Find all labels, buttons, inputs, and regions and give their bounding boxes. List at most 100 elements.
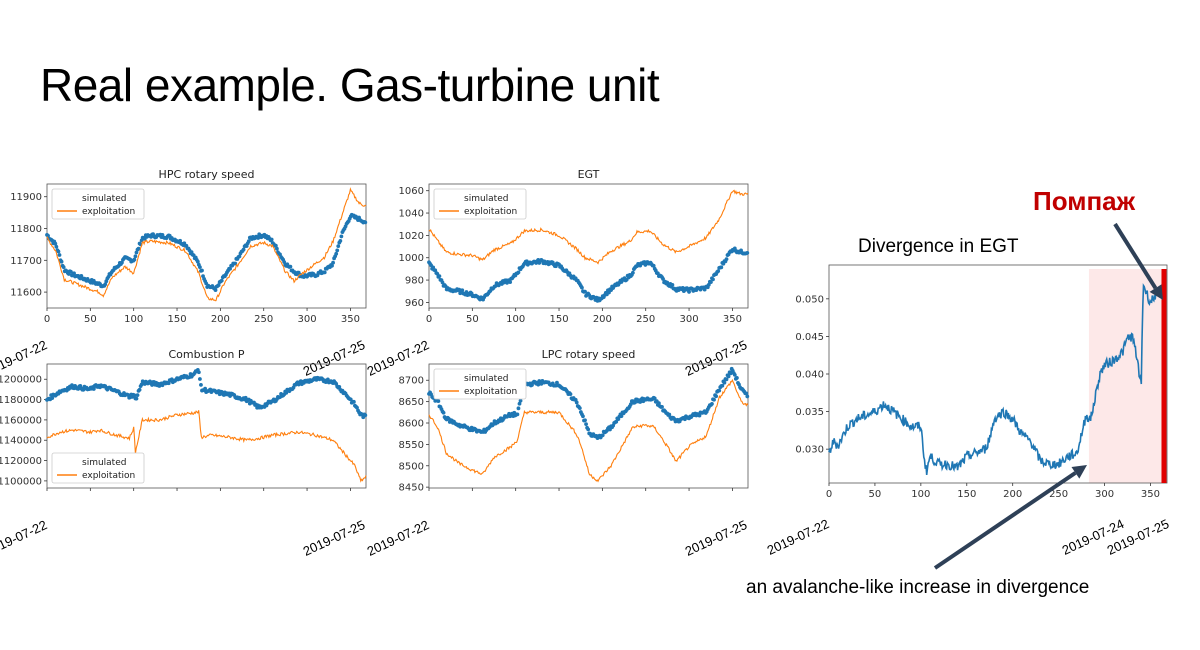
legend-simulated: simulated xyxy=(464,374,508,384)
y-tick-label: 11800 xyxy=(10,224,42,235)
surge-marker xyxy=(1161,269,1167,483)
legend: simulated exploitation xyxy=(433,368,527,400)
x-tick-label: 0 xyxy=(826,489,832,500)
date-label: 2019-07-22 xyxy=(365,337,432,379)
x-tick-label: 50 xyxy=(869,489,882,500)
y-tick-label: 8450 xyxy=(399,483,424,494)
x-tick-label: 250 xyxy=(254,314,273,325)
chart-title: LPC rotary speed xyxy=(542,348,636,361)
series-exploitation xyxy=(428,378,749,483)
divergence-title: Divergence in EGT xyxy=(858,236,1019,257)
x-tick-label: 250 xyxy=(1049,489,1068,500)
x-tick-label: 50 xyxy=(84,314,97,325)
y-tick-label: 1200000 xyxy=(0,375,42,386)
plot-frame xyxy=(46,363,367,489)
y-tick-label: 11900 xyxy=(10,192,42,203)
x-tick-label: 300 xyxy=(1095,489,1114,500)
surge-label: Помпаж xyxy=(1033,186,1136,216)
x-tick-label: 350 xyxy=(1141,489,1160,500)
x-tick-label: 200 xyxy=(593,314,612,325)
date-label: 2019-07-22 xyxy=(765,516,832,558)
date-label: 2019-07-22 xyxy=(0,337,49,379)
y-tick-label: 1000 xyxy=(399,253,424,264)
y-tick-label: 1120000 xyxy=(0,456,42,467)
chart-combustion-p: Combustion P 1100000 1120000 1140000 1160000… xyxy=(0,348,367,559)
x-tick-label: 300 xyxy=(680,314,699,325)
x-tick-label: 150 xyxy=(167,314,186,325)
plot-frame xyxy=(428,363,749,489)
legend: simulated exploitation xyxy=(433,188,527,220)
x-tick-label: 350 xyxy=(723,314,742,325)
series-exploitation xyxy=(428,189,749,265)
date-label: 2019-07-22 xyxy=(0,517,49,559)
plot-frame xyxy=(46,183,367,309)
x-tick-label: 150 xyxy=(549,314,568,325)
x-tick-label: 100 xyxy=(911,489,930,500)
series-divergence xyxy=(828,283,1160,475)
y-tick-label: 0.050 xyxy=(795,294,824,305)
y-tick-label: 0.040 xyxy=(795,370,824,381)
highlight-region xyxy=(1088,269,1165,483)
avalanche-annotation: an avalanche-like increase in divergence xyxy=(746,577,1090,598)
y-tick-label: 8650 xyxy=(399,397,424,408)
date-label: 2019-07-25 xyxy=(683,517,750,559)
legend-simulated: simulated xyxy=(82,458,126,468)
y-tick-label: 1060 xyxy=(399,186,424,197)
legend-exploitation: exploitation xyxy=(82,471,135,481)
legend-exploitation: exploitation xyxy=(464,387,517,397)
y-tick-label: 1020 xyxy=(399,231,424,242)
legend: simulated exploitation xyxy=(51,452,145,484)
legend-simulated: simulated xyxy=(464,194,508,204)
surge-arrow-icon xyxy=(1113,222,1163,300)
chart-divergence-in-egt: 0.030 0.035 0.040 0.045 0.050 0 50 100 150 200 250… xyxy=(765,264,1171,558)
avalanche-arrow-icon xyxy=(933,465,1087,570)
y-tick-label: 8550 xyxy=(399,440,424,451)
y-tick-label: 11700 xyxy=(10,256,42,267)
y-tick-label: 8500 xyxy=(399,461,424,472)
y-tick-label: 960 xyxy=(405,298,424,309)
series-simulated xyxy=(427,246,750,303)
y-tick-label: 1100000 xyxy=(0,476,42,487)
chart-hpc-rotary-speed: HPC rotary speed 11600 11700 11800 11900 0 50 1… xyxy=(0,168,367,379)
x-tick-label: 200 xyxy=(211,314,230,325)
date-label: 2019-07-25 xyxy=(301,517,368,559)
y-tick-label: 1140000 xyxy=(0,436,42,447)
chart-title: Combustion P xyxy=(168,348,244,361)
date-label: 2019-07-25 xyxy=(683,337,750,379)
x-tick-label: 100 xyxy=(124,314,143,325)
x-tick-label: 50 xyxy=(466,314,479,325)
y-tick-label: 0.030 xyxy=(795,445,824,456)
legend: simulated exploitation xyxy=(51,188,145,220)
legend-exploitation: exploitation xyxy=(464,207,517,217)
x-tick-label: 200 xyxy=(1003,489,1022,500)
x-tick-label: 0 xyxy=(426,314,432,325)
y-tick-label: 8600 xyxy=(399,419,424,430)
x-tick-label: 150 xyxy=(957,489,976,500)
legend-exploitation: exploitation xyxy=(82,207,135,217)
y-tick-label: 1160000 xyxy=(0,415,42,426)
chart-lpc-rotary-speed: LPC rotary speed 8450 8500 8550 8600 8650 8700… xyxy=(365,348,750,559)
y-tick-label: 0.045 xyxy=(795,332,824,343)
slide-title: Real example. Gas-turbine unit xyxy=(40,59,660,111)
series-simulated xyxy=(45,367,368,420)
legend-simulated: simulated xyxy=(82,194,126,204)
x-tick-label: 100 xyxy=(506,314,525,325)
series-exploitation xyxy=(46,187,367,302)
y-tick-label: 11600 xyxy=(10,288,42,299)
chart-title: EGT xyxy=(578,168,600,181)
date-label: 2019-07-25 xyxy=(301,337,368,379)
x-tick-label: 350 xyxy=(341,314,360,325)
y-tick-label: 0.035 xyxy=(795,407,824,418)
y-tick-label: 1040 xyxy=(399,209,424,220)
y-tick-label: 980 xyxy=(405,276,424,287)
series-exploitation xyxy=(46,410,367,483)
date-label: 2019-07-22 xyxy=(365,517,432,559)
y-tick-label: 1180000 xyxy=(0,395,42,406)
x-tick-label: 250 xyxy=(636,314,655,325)
chart-title: HPC rotary speed xyxy=(159,168,255,181)
x-tick-label: 0 xyxy=(44,314,50,325)
y-tick-label: 8700 xyxy=(399,376,424,387)
series-simulated xyxy=(45,212,368,293)
plot-frame xyxy=(428,183,749,309)
